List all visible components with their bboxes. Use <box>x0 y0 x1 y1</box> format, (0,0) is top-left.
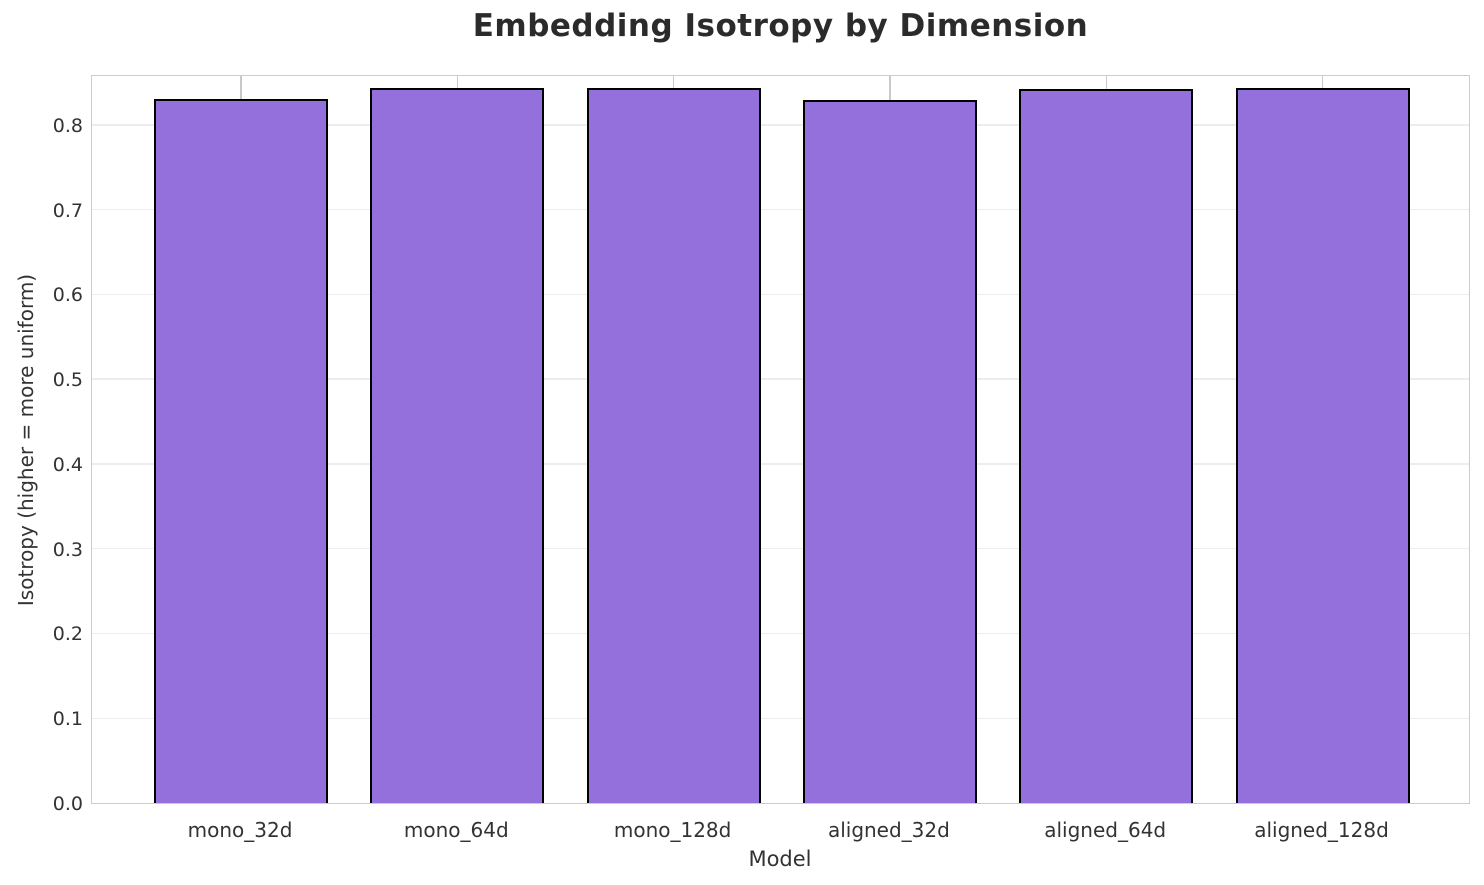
y-tick-label: 0.1 <box>52 708 83 731</box>
bar-mono_128d <box>586 87 761 803</box>
horizontal-gridline <box>92 293 1469 296</box>
chart-title: Embedding Isotropy by Dimension <box>472 8 1089 44</box>
bar-mono_32d <box>154 99 328 803</box>
horizontal-gridline <box>92 208 1469 211</box>
horizontal-gridline <box>92 632 1469 635</box>
bar-mono_64d <box>370 88 545 803</box>
horizontal-gridline <box>92 378 1469 380</box>
x-axis-label: Model <box>748 847 812 871</box>
bar-aligned_64d <box>1019 89 1194 803</box>
x-tick-label-mono_32d: mono_32d <box>187 818 293 842</box>
horizontal-gridline <box>92 548 1469 550</box>
bar-aligned_128d <box>1235 88 1410 803</box>
y-tick-label: 0.8 <box>52 114 83 137</box>
y-tick-label: 0.2 <box>52 623 83 646</box>
horizontal-gridline <box>92 124 1469 126</box>
horizontal-gridline <box>92 463 1469 465</box>
horizontal-gridline <box>92 717 1469 719</box>
y-axis-label: Isotropy (higher = more uniform) <box>14 273 38 607</box>
y-tick-label: 0.5 <box>52 369 83 392</box>
bar-aligned_32d <box>802 100 977 803</box>
x-tick-label-aligned_128d: aligned_128d <box>1254 818 1389 842</box>
y-tick-label: 0.0 <box>52 793 83 815</box>
y-tick-label: 0.3 <box>52 538 83 561</box>
y-tick-label: 0.4 <box>52 453 83 476</box>
x-tick-label-mono_64d: mono_64d <box>403 818 509 842</box>
x-tick-label-aligned_64d: aligned_64d <box>1044 818 1167 842</box>
plot-area <box>91 75 1470 804</box>
y-tick-label: 0.7 <box>52 199 83 222</box>
x-tick-label-aligned_32d: aligned_32d <box>827 818 950 842</box>
y-tick-label: 0.6 <box>52 284 83 307</box>
x-tick-label-mono_128d: mono_128d <box>613 818 732 842</box>
